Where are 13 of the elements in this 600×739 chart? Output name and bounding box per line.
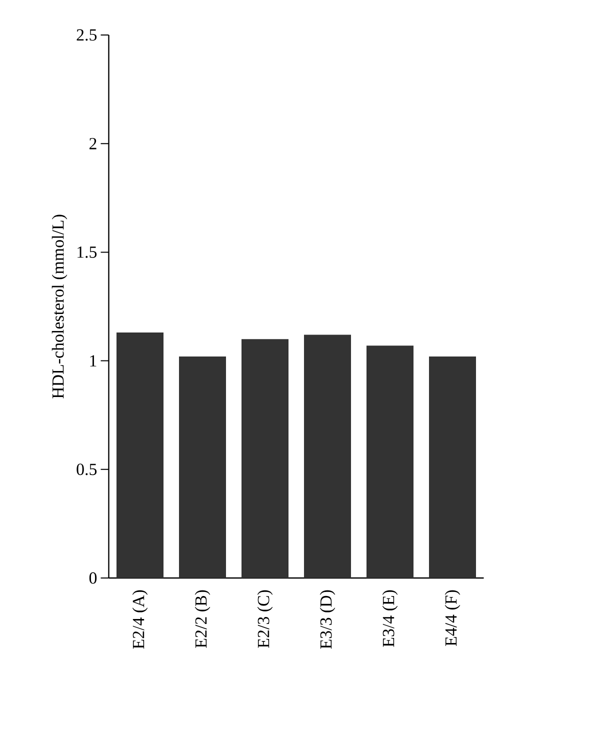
x-tick-label: E2/2 (B) (194, 590, 210, 648)
y-tick-label: 0.5 (76, 464, 97, 476)
y-tick-label: 1 (90, 355, 96, 366)
y-axis-title: HDL-cholesterol (mmol/L) (52, 214, 68, 398)
y-tick-label: 1.5 (78, 246, 97, 258)
y-tick-label: 2 (90, 138, 96, 150)
x-tick-label: E4/4 (F) (444, 590, 460, 646)
y-tick-label: 2.5 (76, 29, 97, 41)
x-tick-label: E2/3 (C) (257, 590, 273, 648)
x-tick-label: E3/3 (D) (320, 590, 336, 649)
x-tick-label: E3/4 (E) (382, 590, 398, 647)
x-tick-label: E2/4 (A) (132, 590, 148, 649)
y-tick-label: 0 (89, 572, 97, 584)
